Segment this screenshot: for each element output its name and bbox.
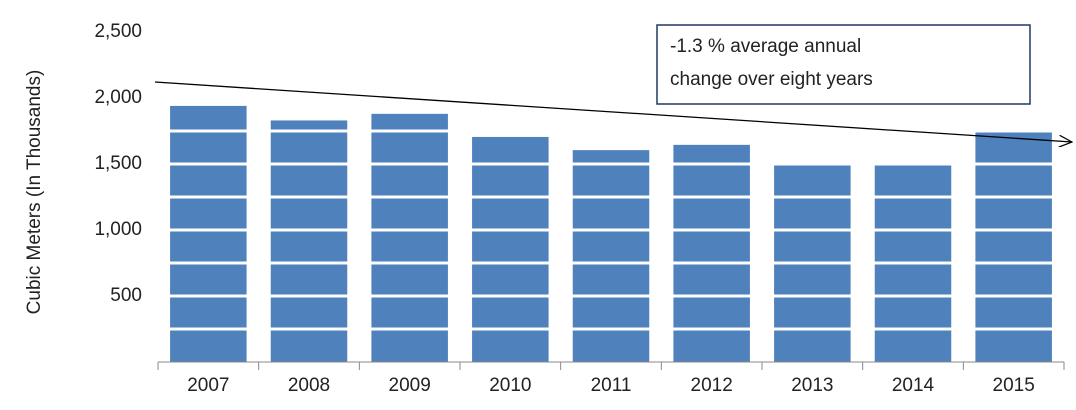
y-axis-label: Cubic Meters (In Thousands) [24, 70, 45, 315]
y-tick-label: 1,000 [94, 219, 142, 240]
x-tick-label: 2012 [691, 375, 733, 396]
y-tick-label: 500 [110, 285, 142, 306]
x-tick-label: 2008 [288, 375, 330, 396]
y-tick-label: 2,500 [94, 21, 142, 42]
annotation-box [656, 24, 1031, 105]
trend-arrow [154, 81, 1072, 142]
x-tick-label: 2010 [489, 375, 531, 396]
bar [975, 131, 1052, 362]
annotation-text: change over eight years [670, 69, 873, 90]
y-tick-label: 2,000 [94, 87, 142, 108]
annotation-text: -1.3 % average annual [670, 36, 861, 57]
bar [270, 120, 348, 362]
x-tick-label: 2007 [187, 375, 229, 396]
bar [572, 150, 650, 362]
bar [371, 113, 448, 362]
bar [170, 105, 247, 363]
x-tick-label: 2009 [389, 375, 431, 396]
x-tick-label: 2014 [892, 375, 935, 396]
x-tick-label: 2013 [791, 375, 833, 396]
x-tick-label: 2015 [993, 375, 1035, 396]
bar [673, 144, 750, 362]
bar [472, 136, 549, 362]
x-tick-label: 2011 [591, 375, 632, 396]
y-tick-label: 1,500 [94, 153, 142, 174]
